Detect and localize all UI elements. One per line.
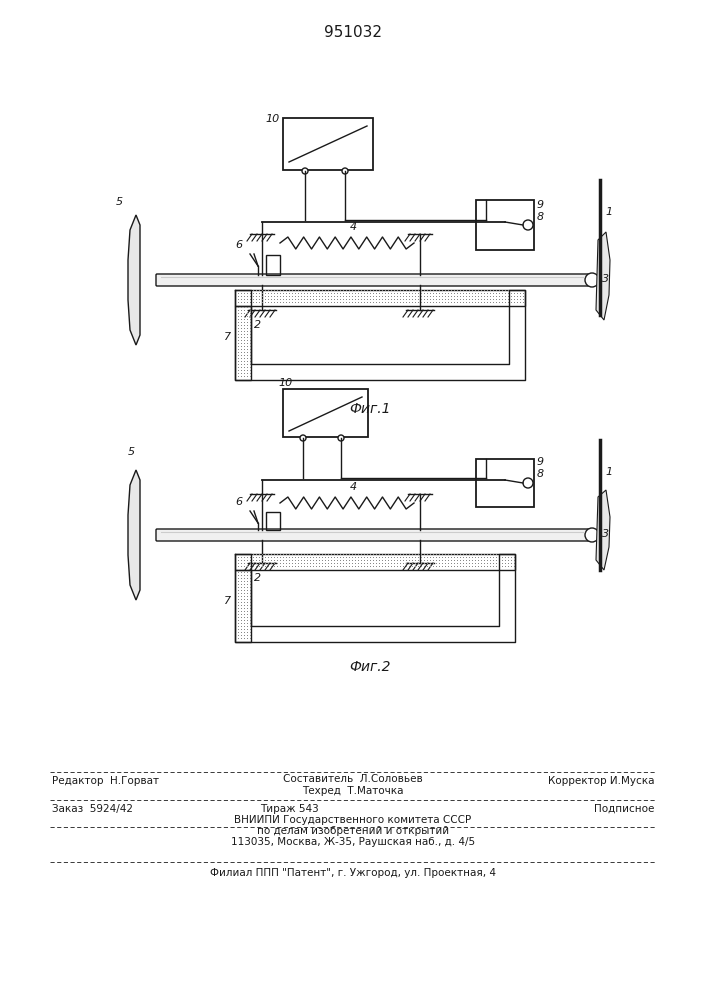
- Text: ВНИИПИ Государственного комитета СССР: ВНИИПИ Государственного комитета СССР: [235, 815, 472, 825]
- Polygon shape: [596, 490, 610, 570]
- Text: 10: 10: [265, 114, 279, 124]
- Circle shape: [300, 435, 306, 441]
- Text: 2: 2: [254, 573, 261, 583]
- Text: 1: 1: [605, 207, 612, 217]
- Circle shape: [338, 435, 344, 441]
- Text: 1: 1: [605, 467, 612, 477]
- Text: Редактор  Н.Горват: Редактор Н.Горват: [52, 776, 159, 786]
- Text: 7: 7: [224, 596, 231, 606]
- Text: Составитель  Л.Соловьев: Составитель Л.Соловьев: [283, 774, 423, 784]
- Circle shape: [585, 528, 599, 542]
- Text: 113035, Москва, Ж-35, Раушская наб., д. 4/5: 113035, Москва, Ж-35, Раушская наб., д. …: [231, 837, 475, 847]
- Circle shape: [302, 168, 308, 174]
- Text: 8: 8: [537, 212, 544, 222]
- Text: Техред  Т.Маточка: Техред Т.Маточка: [303, 786, 404, 796]
- Text: 4: 4: [350, 482, 357, 492]
- Bar: [476, 200, 534, 250]
- Bar: [235, 290, 525, 306]
- FancyBboxPatch shape: [156, 274, 589, 286]
- Text: Фиг.1: Фиг.1: [349, 402, 391, 416]
- Text: Корректор И.Муска: Корректор И.Муска: [547, 776, 654, 786]
- Text: 9: 9: [537, 457, 544, 467]
- Text: 7: 7: [224, 332, 231, 342]
- Bar: [283, 118, 373, 170]
- Bar: [235, 306, 251, 380]
- Circle shape: [585, 273, 599, 287]
- Text: 2: 2: [254, 320, 261, 330]
- Text: 6: 6: [235, 497, 242, 507]
- Text: 5: 5: [116, 197, 123, 207]
- Text: 5: 5: [128, 447, 135, 457]
- Text: Тираж 543: Тираж 543: [260, 804, 319, 814]
- Text: 8: 8: [537, 469, 544, 479]
- FancyBboxPatch shape: [156, 529, 589, 541]
- Text: Фиг.2: Фиг.2: [349, 660, 391, 674]
- Text: 9: 9: [537, 200, 544, 210]
- Text: Заказ  5924/42: Заказ 5924/42: [52, 804, 133, 814]
- Circle shape: [523, 220, 533, 230]
- Text: 10: 10: [278, 378, 292, 388]
- Text: 4: 4: [350, 222, 357, 232]
- Text: 6: 6: [235, 240, 242, 250]
- Text: по делам изобретений и открытий: по делам изобретений и открытий: [257, 826, 449, 836]
- Text: 3: 3: [602, 274, 609, 284]
- Bar: [476, 459, 534, 507]
- Bar: [283, 389, 368, 437]
- Text: 951032: 951032: [324, 25, 382, 40]
- Circle shape: [342, 168, 348, 174]
- Text: 3: 3: [602, 529, 609, 539]
- Bar: [235, 570, 251, 642]
- Polygon shape: [128, 470, 140, 600]
- Bar: [266, 512, 280, 530]
- Polygon shape: [128, 215, 140, 345]
- Text: Филиал ППП "Патент", г. Ужгород, ул. Проектная, 4: Филиал ППП "Патент", г. Ужгород, ул. Про…: [210, 868, 496, 878]
- Text: Подписное: Подписное: [594, 804, 654, 814]
- Bar: [235, 554, 515, 570]
- Circle shape: [523, 478, 533, 488]
- Bar: [266, 255, 280, 275]
- Polygon shape: [596, 232, 610, 320]
